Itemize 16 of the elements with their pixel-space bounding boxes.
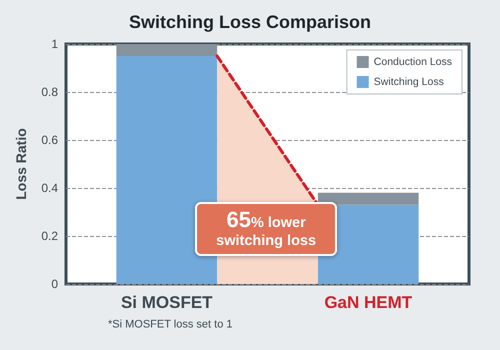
- legend-label: Conduction Loss: [374, 56, 452, 68]
- y-tick-label: 0.2: [41, 229, 58, 243]
- y-tick-label: 0: [51, 277, 58, 291]
- legend-label: Switching Loss: [374, 76, 444, 88]
- annotation: 65% lower switching loss: [216, 207, 316, 250]
- y-tick-label: 1: [51, 37, 58, 51]
- y-tick-label: 0.4: [41, 181, 58, 195]
- x-tick-label: GaN HEMT: [324, 293, 413, 312]
- y-tick-label: 0.8: [41, 85, 58, 99]
- text: *Si MOSFET loss set to 1: [108, 318, 233, 330]
- x-tick-label: Si MOSFET: [120, 293, 214, 312]
- y-axis-title: Loss Ratio: [13, 128, 29, 200]
- chart-title: Switching Loss Comparison: [128, 12, 372, 32]
- bar: [318, 192, 419, 205]
- y-tick-label: 0.6: [41, 133, 58, 147]
- bar: [116, 44, 218, 56]
